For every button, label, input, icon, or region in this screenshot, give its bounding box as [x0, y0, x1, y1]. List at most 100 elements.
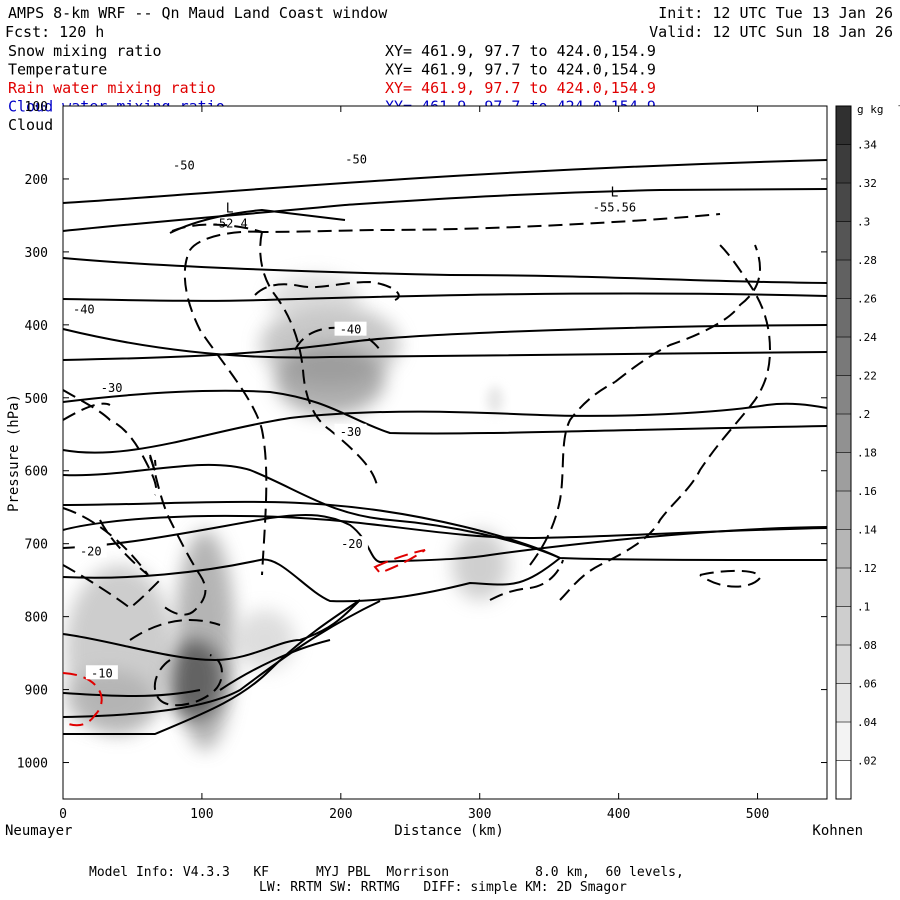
x-tick-label: 0	[59, 807, 67, 822]
colorbar-segment	[836, 221, 851, 261]
colorbar-units: g kg	[857, 103, 884, 116]
contour-label-bg	[85, 665, 118, 680]
low-value: -55.56	[593, 200, 636, 214]
colorbar-tick-label: .16	[857, 485, 877, 498]
contour-label: -40	[340, 323, 362, 337]
isotherm	[62, 500, 828, 561]
isotherm	[62, 689, 201, 697]
colorbar-tick-label: .26	[857, 293, 877, 306]
x-tick-label: 100	[190, 807, 213, 822]
y-tick-label: 200	[25, 173, 48, 188]
x-tick-label: 200	[329, 807, 352, 822]
legend-field-name: Temperature	[8, 61, 107, 79]
y-tick-label: 400	[25, 319, 48, 334]
colorbar-segment	[836, 106, 851, 145]
contour-label: -50	[173, 159, 195, 173]
contour-label-bg	[335, 536, 368, 551]
ice-contour	[62, 402, 111, 421]
y-tick-label: 500	[25, 392, 48, 407]
y-tick-label: 1000	[17, 757, 48, 772]
x-tick-label: 400	[607, 807, 630, 822]
isotherm	[62, 188, 828, 232]
ice-contour	[294, 326, 381, 351]
colorbar-segment	[836, 260, 851, 299]
colorbar-segment	[836, 183, 851, 222]
ice-contour	[149, 454, 207, 616]
axes: 0 100 200 300 400 500 100 200 300 400 500 600 700 800…	[17, 100, 827, 822]
ice-contour	[254, 280, 400, 301]
y-tick-label: 300	[25, 246, 48, 261]
ice-contour	[129, 619, 221, 641]
ice-contour	[62, 564, 161, 610]
colorbar-segment	[836, 452, 851, 492]
colorbar-segment	[836, 375, 851, 415]
ice-contour	[62, 507, 149, 576]
colorbar-tick-label: .32	[857, 177, 877, 190]
colorbar-tick-label: .08	[857, 639, 877, 652]
ice-contour	[171, 213, 721, 234]
colorbar-segment	[836, 529, 851, 569]
y-axis-title: Pressure (hPa)	[6, 394, 22, 512]
colorbar-segment	[836, 568, 851, 607]
colorbar-tick-label: .04	[857, 716, 877, 729]
colorbar-tick-label: .3	[857, 216, 870, 229]
colorbar-tick-label: .18	[857, 447, 877, 460]
isotherm	[62, 600, 381, 718]
contour-label: -30	[340, 425, 362, 439]
contour-label: -40	[73, 302, 95, 316]
shading-blob	[452, 530, 508, 600]
colorbar-segment	[836, 683, 851, 723]
low-symbol: L	[611, 185, 619, 200]
colorbar-segment	[836, 606, 851, 646]
ice-contour	[489, 559, 564, 601]
temperature-contours	[62, 159, 828, 559]
legend-field-name: Rain water mixing ratio	[8, 79, 216, 97]
y-tick-label: 600	[25, 465, 48, 480]
colorbar-segment	[836, 144, 851, 184]
y-tick-label: 700	[25, 538, 48, 553]
colorbar-tick-label: .2	[857, 408, 870, 421]
contour-label-bg	[95, 380, 128, 395]
colorbar-tick-label: .12	[857, 562, 877, 575]
colorbar-segment	[836, 645, 851, 684]
contour-label-bg	[340, 151, 373, 166]
contour-label-bg	[334, 321, 367, 336]
init-time: Init: 12 UTC Tue 13 Jan 26	[658, 4, 893, 22]
legend-field-xy: XY= 461.9, 97.7 to 424.0,154.9	[385, 79, 656, 97]
y-tick-label: 800	[25, 611, 48, 626]
contour-label: -30	[101, 381, 123, 395]
isotherm	[219, 639, 331, 691]
x-end-label: Kohnen	[812, 823, 863, 839]
shading-blob	[275, 345, 385, 415]
low-symbol: L	[226, 201, 234, 216]
ice-contour	[149, 456, 157, 473]
shading-blob	[65, 670, 155, 730]
colorbar-tick-label: .02	[857, 755, 877, 768]
colorbar-tick-label: .1	[857, 601, 870, 614]
x-tick-label: 300	[468, 807, 491, 822]
valid-time: Valid: 12 UTC Sun 18 Jan 26	[649, 23, 893, 41]
contour-label-bg	[74, 543, 107, 558]
colorbar: .02 .04 .06 .08 .1 .12 .14 .16 .18 .2 .22 .24 .26 .28…	[835, 101, 900, 800]
title: AMPS 8-km WRF -- Qn Maud Land Coast wind…	[8, 4, 388, 22]
ice-contour	[559, 244, 772, 601]
colorbar-tick-label: .34	[857, 139, 877, 152]
contour-label-bg	[334, 423, 367, 438]
shading-blob	[270, 275, 360, 325]
contour-label-bg	[67, 301, 100, 316]
ice-contour	[259, 231, 379, 491]
legend-field-xy: XY= 461.9, 97.7 to 424.0,154.9	[385, 61, 656, 79]
colorbar-segment	[836, 722, 851, 761]
x-tick-label: 500	[746, 807, 769, 822]
low-value: -52.4	[212, 216, 248, 230]
colorbar-segment	[836, 760, 851, 800]
contour-label-bg	[167, 157, 200, 172]
contour-label: -10	[91, 666, 113, 680]
ice-contour	[699, 569, 762, 588]
forecast-hour: Fcst: 120 h	[5, 23, 104, 41]
isotherm	[62, 324, 828, 361]
colorbar-tick-label: .06	[857, 678, 877, 691]
ice-contour	[183, 230, 268, 576]
cloud-ice-contours	[62, 213, 772, 707]
colorbar-tick-label: .22	[857, 370, 877, 383]
